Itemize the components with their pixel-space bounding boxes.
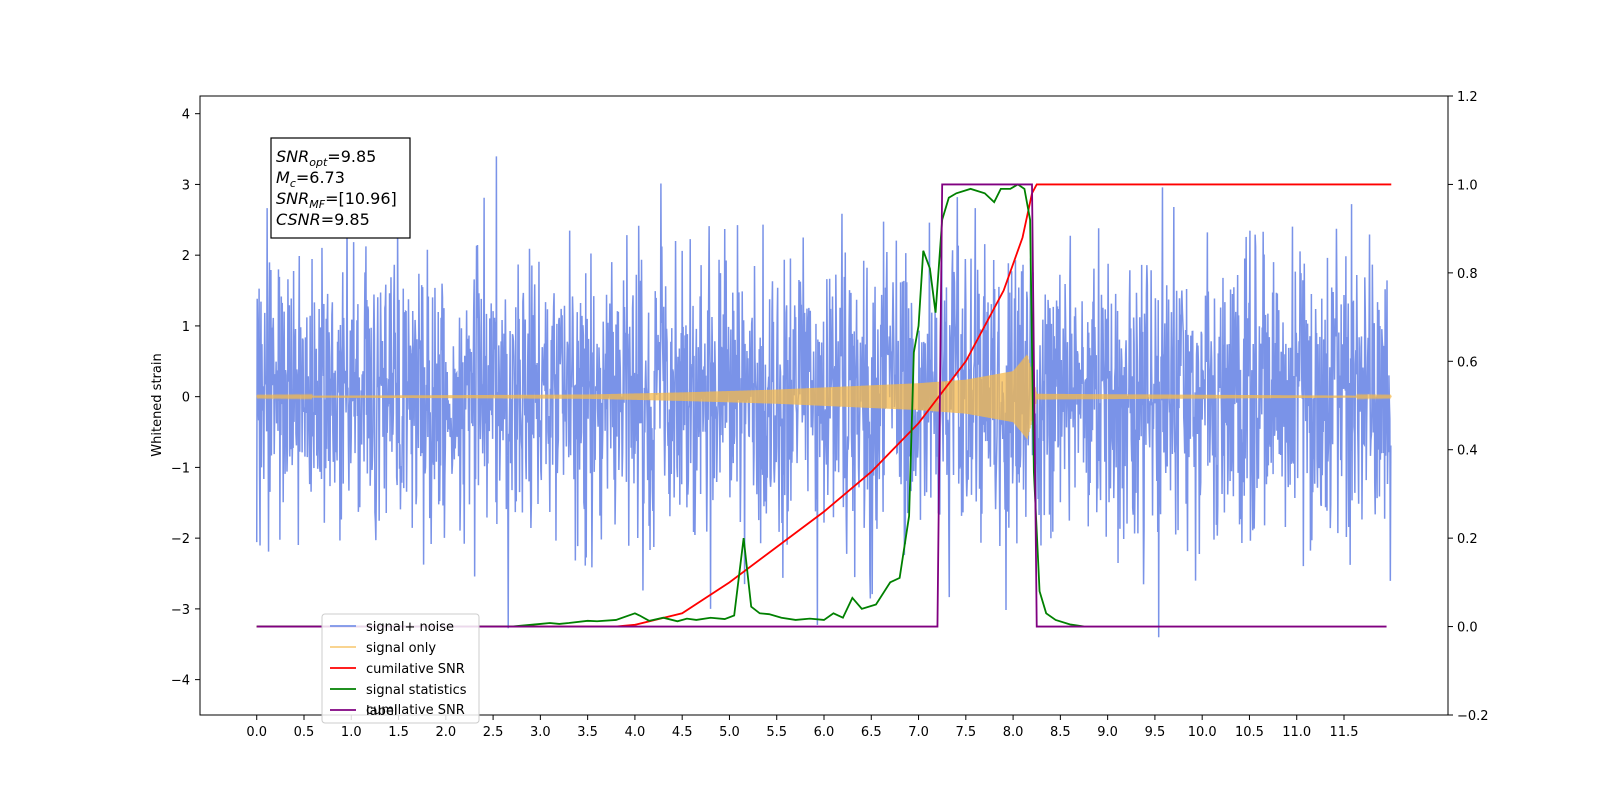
annotation-line: Mc=6.73: [276, 168, 345, 190]
annotation-line: SNRopt=9.85: [276, 147, 376, 169]
y2-tick-label: 0.4: [1457, 444, 1478, 459]
x-tick-label: 3.5: [577, 725, 598, 740]
y2-tick-label: 0.0: [1457, 621, 1478, 636]
y-tick-label: −1: [171, 461, 190, 476]
x-tick-label: 11.0: [1282, 725, 1311, 740]
x-tick-label: 9.5: [1145, 725, 1166, 740]
annotation-line: CSNR=9.85: [276, 210, 370, 229]
x-tick-label: 8.0: [1003, 725, 1024, 740]
legend-label: signal+ noise: [366, 620, 454, 635]
y2-tick-label: 0.2: [1457, 532, 1478, 547]
y-tick-label: 3: [182, 178, 190, 193]
x-tick-label: 9.0: [1097, 725, 1118, 740]
legend-label: signal statistics: [366, 683, 467, 698]
x-tick-label: 5.5: [766, 725, 787, 740]
y-tick-label: −4: [171, 674, 190, 689]
annotation-line: SNRMF=[10.96]: [276, 189, 397, 211]
y-axis-right: 1.2 1.0 0.8 0.6 0.4 0.2 0.0 −0.2: [1448, 90, 1489, 724]
y-tick-label: 4: [182, 108, 190, 123]
x-axis: 0.0 0.5 1.0 1.5 2.0 2.5 3.0 3.5 4.0 4.5 5.0 5.5 6.0 6…: [246, 715, 1358, 740]
legend-label: label: [366, 704, 397, 719]
x-tick-label: 2.0: [435, 725, 456, 740]
series-layer: [255, 156, 1392, 638]
x-tick-label: 8.5: [1050, 725, 1071, 740]
x-tick-label: 3.0: [530, 725, 551, 740]
y-tick-label: 0: [182, 391, 190, 406]
legend: cumilative SNR signal+ noise signal only cu…: [321, 613, 480, 724]
y2-tick-label: 1.2: [1457, 90, 1478, 105]
series-signal-noise: [255, 156, 1392, 638]
y-axis-left: 4 3 2 1 0 −1 −2 −3 −4: [171, 108, 200, 689]
x-tick-label: 1.5: [388, 725, 409, 740]
legend-label: signal only: [366, 641, 436, 656]
y-tick-label: −2: [171, 532, 190, 547]
x-tick-label: 11.5: [1330, 725, 1359, 740]
series-signal-statistics: [256, 183, 1085, 628]
x-tick-label: 0.0: [246, 725, 267, 740]
legend-label: cumilative SNR: [366, 662, 465, 677]
legend-frame: [321, 613, 480, 724]
x-tick-label: 10.5: [1235, 725, 1264, 740]
y-tick-label: −3: [171, 603, 190, 618]
y2-tick-label: 0.6: [1457, 355, 1478, 370]
x-tick-label: 6.0: [814, 725, 835, 740]
y2-tick-label: 1.0: [1457, 178, 1478, 193]
x-tick-label: 6.5: [861, 725, 882, 740]
series-label: [256, 183, 1387, 628]
x-tick-label: 10.0: [1188, 725, 1217, 740]
x-tick-label: 4.5: [672, 725, 693, 740]
y2-tick-label: 0.8: [1457, 267, 1478, 282]
x-tick-label: 5.0: [719, 725, 740, 740]
y2-tick-label: −0.2: [1457, 709, 1489, 724]
y-tick-label: 1: [182, 320, 190, 335]
x-tick-label: 4.0: [625, 725, 646, 740]
y-axis-label: Whitened strain: [150, 353, 165, 456]
x-tick-label: 1.0: [341, 725, 362, 740]
annotation-frame: [270, 137, 411, 239]
x-tick-label: 7.5: [955, 725, 976, 740]
series-signal-only: [256, 354, 1392, 440]
x-tick-label: 0.5: [294, 725, 315, 740]
y-tick-label: 2: [182, 249, 190, 264]
x-tick-label: 2.5: [483, 725, 504, 740]
x-tick-label: 7.0: [908, 725, 929, 740]
legend-shadow-text: cumilative SNR: [366, 703, 465, 718]
